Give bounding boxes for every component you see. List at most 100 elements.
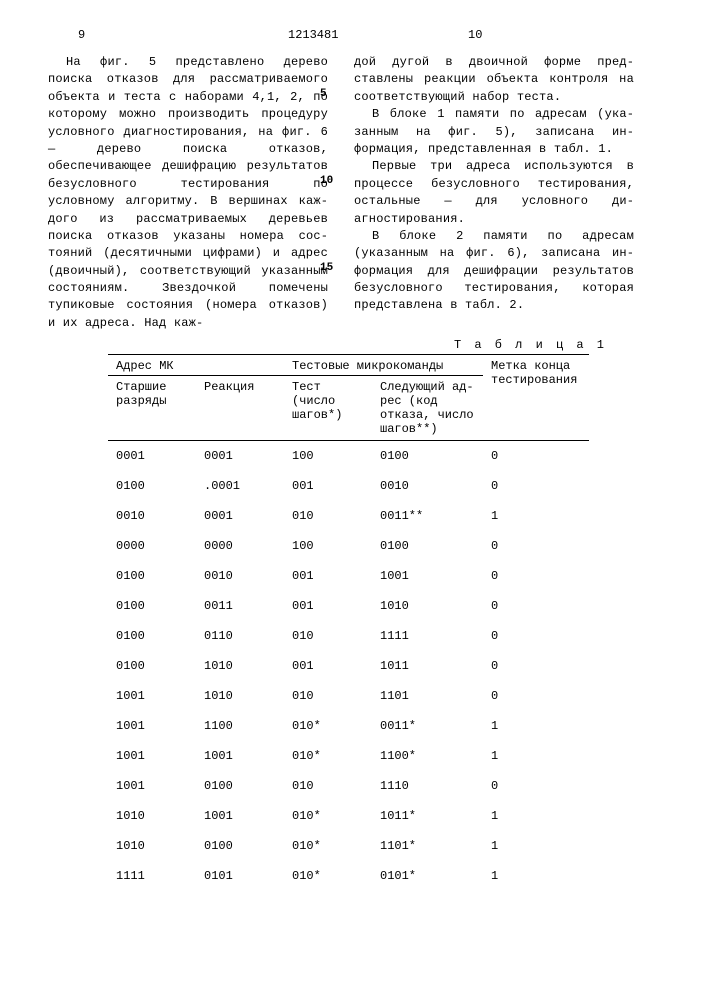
table-cell: 010 bbox=[284, 621, 372, 651]
table-cell: 0101* bbox=[372, 861, 483, 891]
table-cell: 0 bbox=[483, 471, 589, 501]
table-cell: 1001 bbox=[108, 711, 196, 741]
table-cell: 010* bbox=[284, 711, 372, 741]
table-cell: 0001 bbox=[196, 441, 284, 472]
page: 9 1213481 10 На фиг. 5 представлено дере… bbox=[0, 0, 707, 1000]
table-cell: 1101 bbox=[372, 681, 483, 711]
table-cell: 010 bbox=[284, 501, 372, 531]
page-number-left: 9 bbox=[78, 28, 85, 42]
table-cell: 010* bbox=[284, 861, 372, 891]
column-header: Адрес МК bbox=[108, 355, 284, 376]
table-cell: 0 bbox=[483, 771, 589, 801]
table-row: 0100001000110010 bbox=[108, 561, 589, 591]
data-table: Адрес МК Тестовые микроко­манды Метка ко… bbox=[108, 354, 589, 891]
table-cell: 0000 bbox=[196, 531, 284, 561]
right-column: дой дугой в двоичной форме пред­ставлены… bbox=[354, 54, 634, 332]
table-body: 00010001100010000100.0001001001000010000… bbox=[108, 441, 589, 892]
table-cell: 1011 bbox=[372, 651, 483, 681]
table-cell: 0100 bbox=[196, 831, 284, 861]
paragraph: Первые три адреса используются в процесс… bbox=[354, 158, 634, 228]
table-caption: Т а б л и ц а 1 bbox=[48, 338, 667, 352]
table-cell: 1 bbox=[483, 831, 589, 861]
table-cell: 1011* bbox=[372, 801, 483, 831]
table-cell: 0 bbox=[483, 651, 589, 681]
column-header: Метка кон­ца тести­рования bbox=[483, 355, 589, 441]
table-row: 10100100010*1101*1 bbox=[108, 831, 589, 861]
table-cell: 1001 bbox=[196, 741, 284, 771]
table-cell: 0100 bbox=[372, 441, 483, 472]
table-cell: 0110 bbox=[196, 621, 284, 651]
table-cell: 0001 bbox=[196, 501, 284, 531]
table-row: 0100101000110110 bbox=[108, 651, 589, 681]
table-cell: 0100 bbox=[108, 651, 196, 681]
table-cell: 001 bbox=[284, 591, 372, 621]
table-cell: 1001 bbox=[372, 561, 483, 591]
table-cell: 001 bbox=[284, 651, 372, 681]
table-cell: 010 bbox=[284, 681, 372, 711]
table-cell: 1 bbox=[483, 741, 589, 771]
table-cell: 0010 bbox=[372, 471, 483, 501]
table-cell: 1 bbox=[483, 501, 589, 531]
table-cell: 0010 bbox=[108, 501, 196, 531]
table-cell: 1001 bbox=[108, 771, 196, 801]
table-cell: 1110 bbox=[372, 771, 483, 801]
table-cell: 001 bbox=[284, 561, 372, 591]
table-cell: 0100 bbox=[108, 621, 196, 651]
paragraph: На фиг. 5 представлено дерево поиска отк… bbox=[48, 54, 328, 332]
table-row: 0100001100110100 bbox=[108, 591, 589, 621]
table-cell: 1010 bbox=[196, 651, 284, 681]
text-columns: На фиг. 5 представлено дерево поиска отк… bbox=[48, 54, 667, 332]
table-row: 10011100010*0011*1 bbox=[108, 711, 589, 741]
table-cell: 1100 bbox=[196, 711, 284, 741]
table-cell: 0 bbox=[483, 591, 589, 621]
table-row: 001000010100011**1 bbox=[108, 501, 589, 531]
table-cell: 0100 bbox=[108, 591, 196, 621]
column-subheader: Тест (число шагов*) bbox=[284, 376, 372, 441]
table-cell: 1010 bbox=[108, 801, 196, 831]
table-cell: 1 bbox=[483, 801, 589, 831]
table-row: 0100.000100100100 bbox=[108, 471, 589, 501]
page-number-right: 10 bbox=[468, 28, 482, 42]
paragraph: В блоке 2 памяти по адресам (указанным н… bbox=[354, 228, 634, 315]
table-row: 1001010001011100 bbox=[108, 771, 589, 801]
line-marker-15: 15 bbox=[320, 262, 333, 274]
page-header: 9 1213481 10 bbox=[48, 28, 667, 46]
table-cell: 1 bbox=[483, 861, 589, 891]
column-subheader: Старшие разряды bbox=[108, 376, 196, 441]
table-cell: 1010 bbox=[372, 591, 483, 621]
table-cell: 0100 bbox=[372, 531, 483, 561]
table-cell: 010* bbox=[284, 801, 372, 831]
table-cell: 1 bbox=[483, 711, 589, 741]
line-marker-5: 5 bbox=[320, 88, 327, 100]
table-cell: 0011** bbox=[372, 501, 483, 531]
table-row: 0100011001011110 bbox=[108, 621, 589, 651]
table-row: 11110101010*0101*1 bbox=[108, 861, 589, 891]
table-header-row: Адрес МК Тестовые микроко­манды Метка ко… bbox=[108, 355, 589, 376]
table-cell: .0001 bbox=[196, 471, 284, 501]
column-header: Тестовые микроко­манды bbox=[284, 355, 483, 376]
table-cell: 0010 bbox=[196, 561, 284, 591]
table-cell: 100 bbox=[284, 531, 372, 561]
table-cell: 0 bbox=[483, 681, 589, 711]
table-cell: 010* bbox=[284, 741, 372, 771]
column-subheader: Реакция bbox=[196, 376, 284, 441]
table-cell: 1010 bbox=[196, 681, 284, 711]
table-row: 10011001010*1100*1 bbox=[108, 741, 589, 771]
paragraph: В блоке 1 памяти по адресам (ука­занным … bbox=[354, 106, 634, 158]
table-cell: 0 bbox=[483, 531, 589, 561]
table-head: Адрес МК Тестовые микроко­манды Метка ко… bbox=[108, 355, 589, 441]
table-cell: 100 bbox=[284, 441, 372, 472]
table-cell: 0100 bbox=[196, 771, 284, 801]
column-subheader: Следую­щий ад­рес (код отказа, число ша­… bbox=[372, 376, 483, 441]
table-cell: 1001 bbox=[196, 801, 284, 831]
table-cell: 0 bbox=[483, 621, 589, 651]
table-cell: 0100 bbox=[108, 561, 196, 591]
table-cell: 1111 bbox=[108, 861, 196, 891]
table-cell: 0000 bbox=[108, 531, 196, 561]
table-cell: 0101 bbox=[196, 861, 284, 891]
table-cell: 1001 bbox=[108, 681, 196, 711]
left-column: На фиг. 5 представлено дерево поиска отк… bbox=[48, 54, 328, 332]
table-cell: 0001 bbox=[108, 441, 196, 472]
table-cell: 0 bbox=[483, 441, 589, 472]
table-cell: 010 bbox=[284, 771, 372, 801]
